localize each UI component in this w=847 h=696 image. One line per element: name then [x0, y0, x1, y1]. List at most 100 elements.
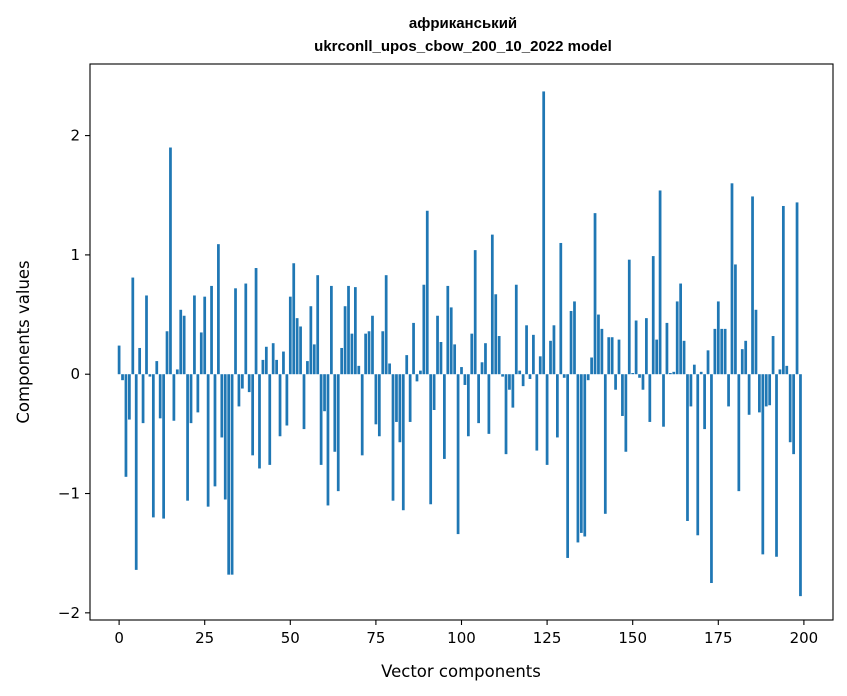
- bar-component-103: [470, 333, 474, 375]
- bar-component-63: [333, 374, 337, 452]
- bar-component-116: [514, 284, 518, 375]
- bar-component-34: [234, 288, 237, 375]
- bar-component-196: [788, 374, 792, 443]
- bar-component-160: [665, 322, 669, 375]
- bar-component-153: [641, 374, 645, 390]
- bar-component-170: [699, 371, 703, 375]
- bar-component-76: [377, 374, 381, 437]
- bar-component-145: [614, 374, 617, 390]
- bar-component-133: [573, 301, 576, 375]
- bar-component-162: [672, 371, 676, 375]
- bar-component-128: [556, 374, 559, 438]
- bar-component-11: [155, 361, 159, 375]
- bar-component-181: [737, 374, 741, 492]
- bar-component-61: [326, 374, 330, 506]
- bar-component-198: [795, 202, 799, 375]
- bar-component-33: [230, 374, 234, 575]
- bar-component-171: [703, 374, 706, 430]
- bar-component-5: [134, 374, 138, 570]
- bar-component-98: [453, 344, 457, 375]
- bar-component-64: [336, 374, 340, 492]
- bar-component-26: [206, 374, 210, 507]
- bar-component-149: [627, 259, 631, 375]
- bar-component-146: [617, 339, 621, 375]
- bar-component-94: [439, 342, 443, 375]
- bar-component-32: [227, 374, 231, 575]
- bar-component-16: [172, 374, 176, 421]
- bar-component-73: [367, 331, 371, 375]
- bar-component-132: [569, 310, 573, 375]
- bar-component-184: [747, 374, 751, 415]
- bar-component-136: [583, 374, 587, 537]
- x-tick-label-125: 125: [533, 629, 562, 647]
- bar-component-4: [131, 277, 135, 375]
- bar-component-43: [264, 346, 268, 375]
- bar-component-151: [634, 320, 638, 375]
- bar-component-174: [713, 328, 717, 375]
- bar-component-49: [285, 374, 289, 426]
- bar-component-12: [158, 374, 162, 419]
- bar-component-72: [364, 333, 367, 375]
- bar-component-29: [217, 244, 220, 375]
- bar-component-111: [497, 336, 501, 375]
- x-tick-label-150: 150: [618, 629, 647, 647]
- bar-component-65: [340, 347, 344, 375]
- bar-component-199: [799, 374, 802, 597]
- bar-component-195: [785, 365, 789, 375]
- bar-component-75: [374, 374, 378, 425]
- x-tick-label-25: 25: [195, 629, 214, 647]
- bar-component-0: [117, 345, 121, 375]
- bar-component-106: [480, 362, 484, 375]
- bar-component-45: [271, 343, 275, 375]
- bar-component-23: [196, 374, 200, 413]
- bar-component-123: [538, 356, 542, 375]
- bar-component-53: [299, 326, 302, 375]
- bar-component-118: [521, 374, 525, 387]
- bar-component-150: [631, 373, 635, 375]
- bar-component-40: [254, 268, 258, 375]
- bar-component-140: [597, 314, 600, 375]
- x-tick-label-0: 0: [114, 629, 124, 647]
- bar-component-105: [477, 374, 480, 424]
- bar-component-156: [651, 256, 655, 375]
- bar-component-2: [124, 374, 128, 477]
- bar-component-18: [179, 309, 183, 375]
- bar-component-36: [241, 374, 244, 389]
- bar-component-108: [487, 374, 491, 434]
- bar-component-91: [429, 374, 433, 505]
- bar-component-147: [621, 374, 624, 416]
- bar-component-114: [508, 374, 511, 390]
- bar-component-46: [275, 359, 278, 375]
- bar-component-89: [422, 284, 426, 375]
- bar-component-143: [607, 337, 611, 375]
- bar-component-66: [343, 306, 347, 375]
- bar-component-194: [781, 205, 785, 375]
- bar-component-190: [768, 374, 772, 406]
- chart-title-line-2: ukrconll_upos_cbow_200_10_2022 model: [314, 38, 612, 55]
- bar-component-25: [203, 296, 207, 375]
- bar-component-54: [302, 374, 306, 430]
- bar-component-165: [682, 340, 686, 375]
- bar-component-110: [494, 294, 498, 375]
- bar-component-97: [449, 307, 453, 375]
- bar-component-193: [778, 369, 782, 375]
- x-tick-label-100: 100: [447, 629, 476, 647]
- bar-component-172: [706, 350, 710, 375]
- bar-component-48: [282, 351, 285, 375]
- bar-component-107: [484, 343, 487, 375]
- x-tick-label-75: 75: [366, 629, 385, 647]
- bar-component-131: [566, 374, 570, 558]
- y-tick-label-3: 1: [70, 246, 80, 264]
- x-tick-label-50: 50: [281, 629, 300, 647]
- bar-component-88: [419, 370, 422, 375]
- bar-component-121: [532, 334, 535, 375]
- bar-component-55: [306, 361, 309, 375]
- bar-component-157: [655, 339, 659, 375]
- chart-title-line-1: африканський: [409, 15, 517, 32]
- bar-component-96: [446, 285, 450, 375]
- bar-component-74: [371, 315, 374, 375]
- bar-component-83: [401, 374, 405, 511]
- bar-component-144: [610, 337, 614, 375]
- bar-component-164: [679, 283, 682, 375]
- bar-component-44: [268, 374, 272, 465]
